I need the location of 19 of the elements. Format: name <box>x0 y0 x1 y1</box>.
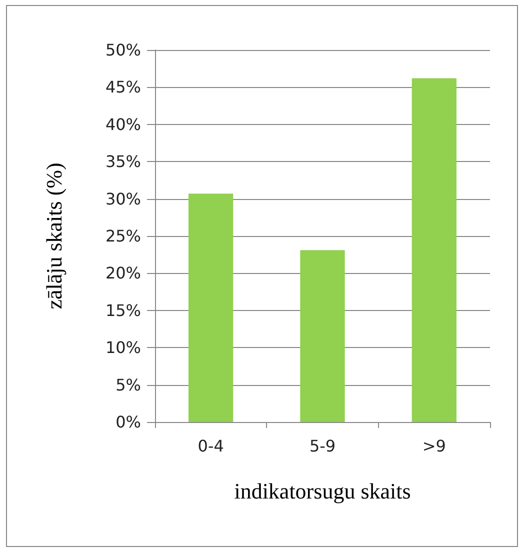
y-tick-label: 35% <box>105 152 141 172</box>
bar <box>412 78 456 422</box>
x-axis-title: indikatorsugu skaits <box>234 478 411 504</box>
y-axis-title: zālāju skaits (%) <box>42 162 66 310</box>
y-tick-label: 40% <box>105 114 141 134</box>
bar <box>188 194 234 422</box>
y-tick-label: 10% <box>105 338 141 358</box>
y-tick-label: 45% <box>105 78 141 97</box>
y-tick-label: 25% <box>105 226 141 246</box>
y-tick-label: 20% <box>105 264 141 283</box>
y-tick-label: 15% <box>105 300 141 320</box>
x-tick-label: 0-4 <box>198 436 224 456</box>
x-tick-label: 5-9 <box>309 436 336 456</box>
x-tick-label: >9 <box>422 436 446 456</box>
bar <box>300 250 345 422</box>
y-tick-label: 0% <box>116 412 141 432</box>
y-tick-label: 30% <box>105 189 141 208</box>
y-tick-label: 50% <box>105 40 141 60</box>
y-tick-label: 5% <box>116 375 141 394</box>
